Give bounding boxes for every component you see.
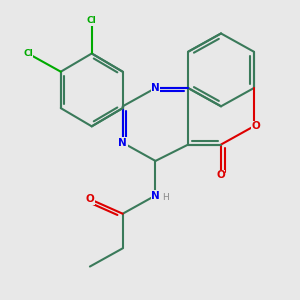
Text: N: N [151,190,160,200]
Text: O: O [85,194,94,204]
Text: Cl: Cl [23,49,33,58]
Text: N: N [151,83,160,93]
Text: Cl: Cl [87,16,97,25]
Text: H: H [162,193,169,202]
Text: N: N [118,138,127,148]
Text: O: O [251,121,260,131]
Text: O: O [217,170,225,181]
